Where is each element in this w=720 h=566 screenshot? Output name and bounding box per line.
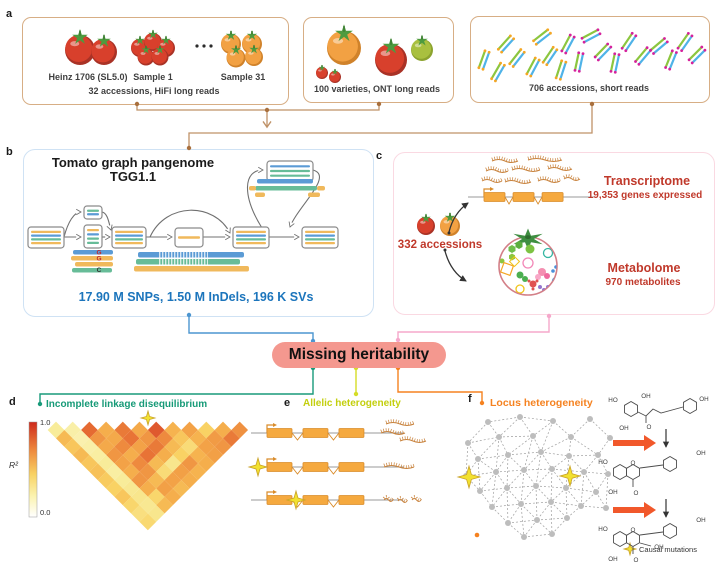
variant-stats: 17.90 M SNPs, 1.50 M InDels, 196 K SVs	[78, 290, 314, 304]
sample1-label: Sample 1	[133, 72, 173, 82]
chem-atom-label: OH	[696, 450, 706, 457]
causal-mutations-legend-label: Causal mutations	[639, 545, 697, 554]
panel-letter-c: c	[376, 150, 383, 162]
heinz-label: Heinz 1706 (SL5.0)	[48, 72, 128, 82]
chem-atom-label: OH	[699, 396, 709, 403]
panel-d-title: Incomplete linkage disequilibrium	[46, 399, 208, 410]
chem-atom-label: HO	[608, 397, 618, 404]
colorbar-axis-label: R²	[9, 460, 18, 470]
metabolome-title: Metabolome	[607, 261, 681, 275]
missing-heritability-pill: Missing heritability	[272, 342, 446, 368]
chem-atom-label: HO	[598, 459, 608, 466]
chem-atom-label: O	[634, 490, 639, 497]
panel-e-title: Allelic heterogeneity	[303, 398, 401, 409]
metabolome-subtitle: 970 metabolites	[605, 277, 681, 288]
pangenome-title-line2: TGG1.1	[109, 169, 157, 184]
transcriptome-subtitle: 19,353 genes expressed	[587, 190, 703, 201]
chem-atom-label: OH	[608, 489, 618, 496]
pangenome-title-line1: Tomato graph pangenome	[51, 155, 215, 170]
chem-atom-label: O	[631, 460, 636, 467]
accessions-count-label: 332 accessions	[397, 239, 483, 251]
chem-atom-label: OH	[696, 517, 706, 524]
chem-atom-label: O	[647, 424, 652, 431]
chem-atom-label: O	[634, 557, 639, 564]
sample31-label: Sample 31	[220, 72, 266, 82]
chem-atom-label: HO	[598, 526, 608, 533]
allelic-heterogeneity-art	[247, 419, 427, 511]
chem-atom-label: O	[631, 527, 636, 534]
ont-caption: 100 varieties, ONT long reads	[313, 84, 441, 94]
transcriptome-title: Transcriptome	[603, 174, 691, 188]
chem-atom-label: OH	[641, 393, 651, 400]
short-reads-caption: 706 accessions, short reads	[528, 83, 650, 93]
colorbar-min-label: 0.0	[40, 508, 51, 517]
panel-letter-e: e	[284, 397, 291, 409]
panel-letter-d: d	[9, 396, 16, 408]
ld-heatmap-art	[28, 409, 249, 531]
panel-letter-f: f	[468, 393, 472, 405]
panel-letter-b: b	[6, 146, 13, 158]
panel-f-title: Locus heterogeneity	[490, 397, 593, 409]
panel-letter-a: a	[6, 8, 13, 20]
chem-atom-label: OH	[619, 425, 629, 432]
hifi-caption: 32 accessions, HiFi long reads	[88, 86, 220, 96]
colorbar-max-label: 1.0	[40, 418, 51, 427]
chem-atom-label: OH	[608, 556, 618, 563]
